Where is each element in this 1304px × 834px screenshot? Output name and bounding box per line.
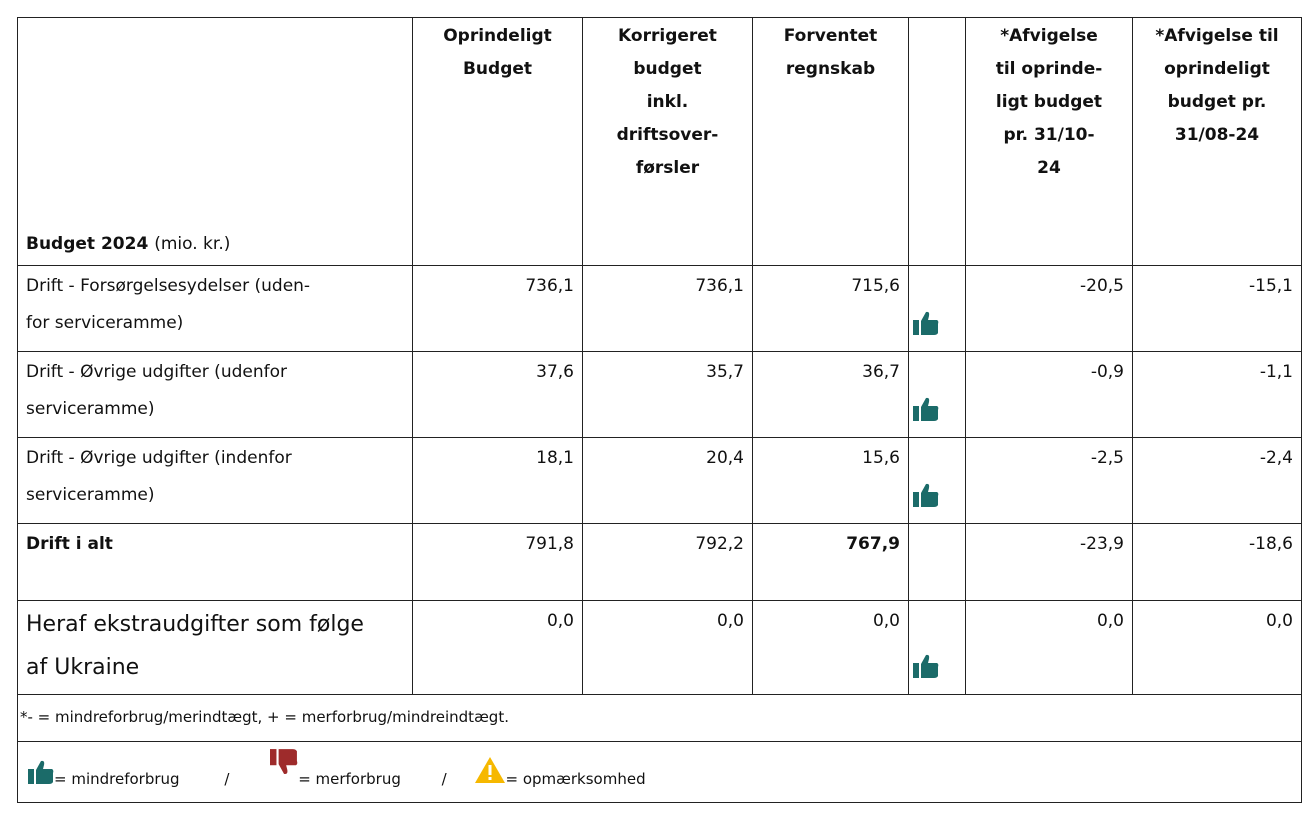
budget-table: Budget 2024 (mio. kr.) Oprindeligt Budget… [17, 17, 1302, 803]
thumbs-up-icon [28, 760, 54, 784]
legend-separator: / [224, 770, 230, 788]
value-cell: 736,1 [412, 265, 583, 352]
table-body: Drift - Forsørgelsesydelser (uden-for se… [17, 265, 1302, 695]
value-cell: 0,0 [965, 600, 1133, 695]
value-cell: -15,1 [1132, 265, 1302, 352]
legend-text: = opmærksomhed [505, 770, 646, 788]
header-text: ligt budget [995, 92, 1103, 112]
footnote-row: *- = mindreforbrug/merindtægt, + = merfo… [17, 694, 1302, 742]
row-label: Drift - Øvrige udgifter (indenfor [26, 448, 292, 468]
value-cell: 715,6 [752, 265, 909, 352]
header-label: Budget 2024 [26, 234, 149, 254]
header-text: *Afvigelse til [1155, 26, 1279, 46]
status-cell [908, 437, 966, 524]
row-label: for serviceramme) [26, 313, 184, 333]
header-cell: *Afvigelse til oprinde-ligt budget pr. 31/… [965, 17, 1133, 266]
status-cell [908, 600, 966, 695]
row-label: Drift - Øvrige udgifter (udenfor [26, 362, 287, 382]
header-text: budget pr. [1167, 92, 1267, 112]
value-cell: 0,0 [582, 600, 753, 695]
thumbs-up-icon [913, 654, 939, 678]
row-label-cell: Drift - Øvrige udgifter (indenfor service… [17, 437, 413, 524]
thumbs-up-icon [913, 483, 939, 507]
header-cell: *Afvigelse til oprindeligt budget pr. 31/08… [1132, 17, 1302, 266]
value-cell: -20,5 [965, 265, 1133, 352]
row-label: af Ukraine [26, 655, 140, 680]
header-text: Korrigeret [618, 26, 717, 46]
header-text: til oprinde- [995, 59, 1103, 79]
status-cell [908, 351, 966, 438]
header-row: Budget 2024 (mio. kr.) Oprindeligt Budget… [17, 17, 1302, 266]
legend-separator: / [441, 770, 447, 788]
value-cell: 20,4 [582, 437, 753, 524]
value-cell: 736,1 [582, 265, 753, 352]
header-text: pr. 31/10- [1003, 125, 1095, 145]
header-text: Budget [462, 59, 533, 79]
value-cell: 36,7 [752, 351, 909, 438]
value-cell: -2,5 [965, 437, 1133, 524]
header-text: driftsover- [616, 125, 719, 145]
header-cell [908, 17, 966, 266]
status-cell [908, 265, 966, 352]
value-cell: 0,0 [752, 600, 909, 695]
table-row: Drift - Forsørgelsesydelser (uden-for se… [17, 265, 1302, 352]
header-text: 31/08-24 [1174, 125, 1260, 145]
value-cell: 0,0 [412, 600, 583, 695]
header-text: budget [633, 59, 702, 79]
value-cell: -23,9 [965, 523, 1133, 601]
header-text: inkl. [646, 92, 689, 112]
value-cell: 37,6 [412, 351, 583, 438]
row-label: serviceramme) [26, 399, 155, 419]
header-text: Oprindeligt [443, 26, 552, 46]
row-label: Drift i alt [26, 534, 113, 554]
thumbs-down-icon [270, 746, 298, 778]
footnote: *- = mindreforbrug/merindtægt, + = merfo… [17, 694, 1302, 742]
header-cell: Forventet regnskab [752, 17, 909, 266]
header-text: *Afvigelse [1000, 26, 1098, 46]
header-cell: Budget 2024 (mio. kr.) [17, 17, 413, 266]
value-cell: -2,4 [1132, 437, 1302, 524]
legend: = mindreforbrug / = merforbrug / = opmær… [17, 741, 1302, 803]
row-label: Drift - Forsørgelsesydelser (uden- [26, 276, 311, 296]
value-cell: 792,2 [582, 523, 753, 601]
row-label-cell: Drift - Øvrige udgifter (udenfor servicer… [17, 351, 413, 438]
value-cell: -18,6 [1132, 523, 1302, 601]
header-cell: Oprindeligt Budget [412, 17, 583, 266]
row-label-cell: Heraf ekstraudgifter som følge af Ukraine [17, 600, 413, 695]
header-cell: Korrigeret budget inkl. driftsover-førsler [582, 17, 753, 266]
value-cell: -0,9 [965, 351, 1133, 438]
value-cell: 0,0 [1132, 600, 1302, 695]
row-label-cell: Drift - Forsørgelsesydelser (uden-for se… [17, 265, 413, 352]
row-label: Heraf ekstraudgifter som følge [26, 612, 364, 637]
value-cell: 767,9 [752, 523, 909, 601]
header-text: regnskab [785, 59, 876, 79]
row-label: serviceramme) [26, 485, 155, 505]
warning-icon [474, 757, 505, 783]
table-row: Heraf ekstraudgifter som følge af Ukraine… [17, 600, 1302, 695]
table-row: Drift - Øvrige udgifter (udenfor servicer… [17, 351, 1302, 438]
header-label-unit: (mio. kr.) [154, 234, 231, 254]
legend-text: = merforbrug [298, 770, 401, 788]
value-cell: 791,8 [412, 523, 583, 601]
header-text: oprindeligt [1164, 59, 1270, 79]
thumbs-up-icon [913, 397, 939, 421]
legend-row: = mindreforbrug / = merforbrug / = opmær… [17, 741, 1302, 803]
legend-text: = mindreforbrug [54, 770, 180, 788]
status-cell [908, 523, 966, 601]
row-label-cell: Drift i alt [17, 523, 413, 601]
value-cell: 18,1 [412, 437, 583, 524]
header-text: førsler [635, 158, 700, 178]
header-text: 24 [1037, 158, 1061, 178]
value-cell: 35,7 [582, 351, 753, 438]
value-cell: -1,1 [1132, 351, 1302, 438]
header-text: Forventet [783, 26, 878, 46]
value-cell: 15,6 [752, 437, 909, 524]
table-row: Drift - Øvrige udgifter (indenfor service… [17, 437, 1302, 524]
thumbs-up-icon [913, 311, 939, 335]
table-row: Drift i alt 791,8 792,2 767,9 -23,9 -18,6 [17, 523, 1302, 601]
